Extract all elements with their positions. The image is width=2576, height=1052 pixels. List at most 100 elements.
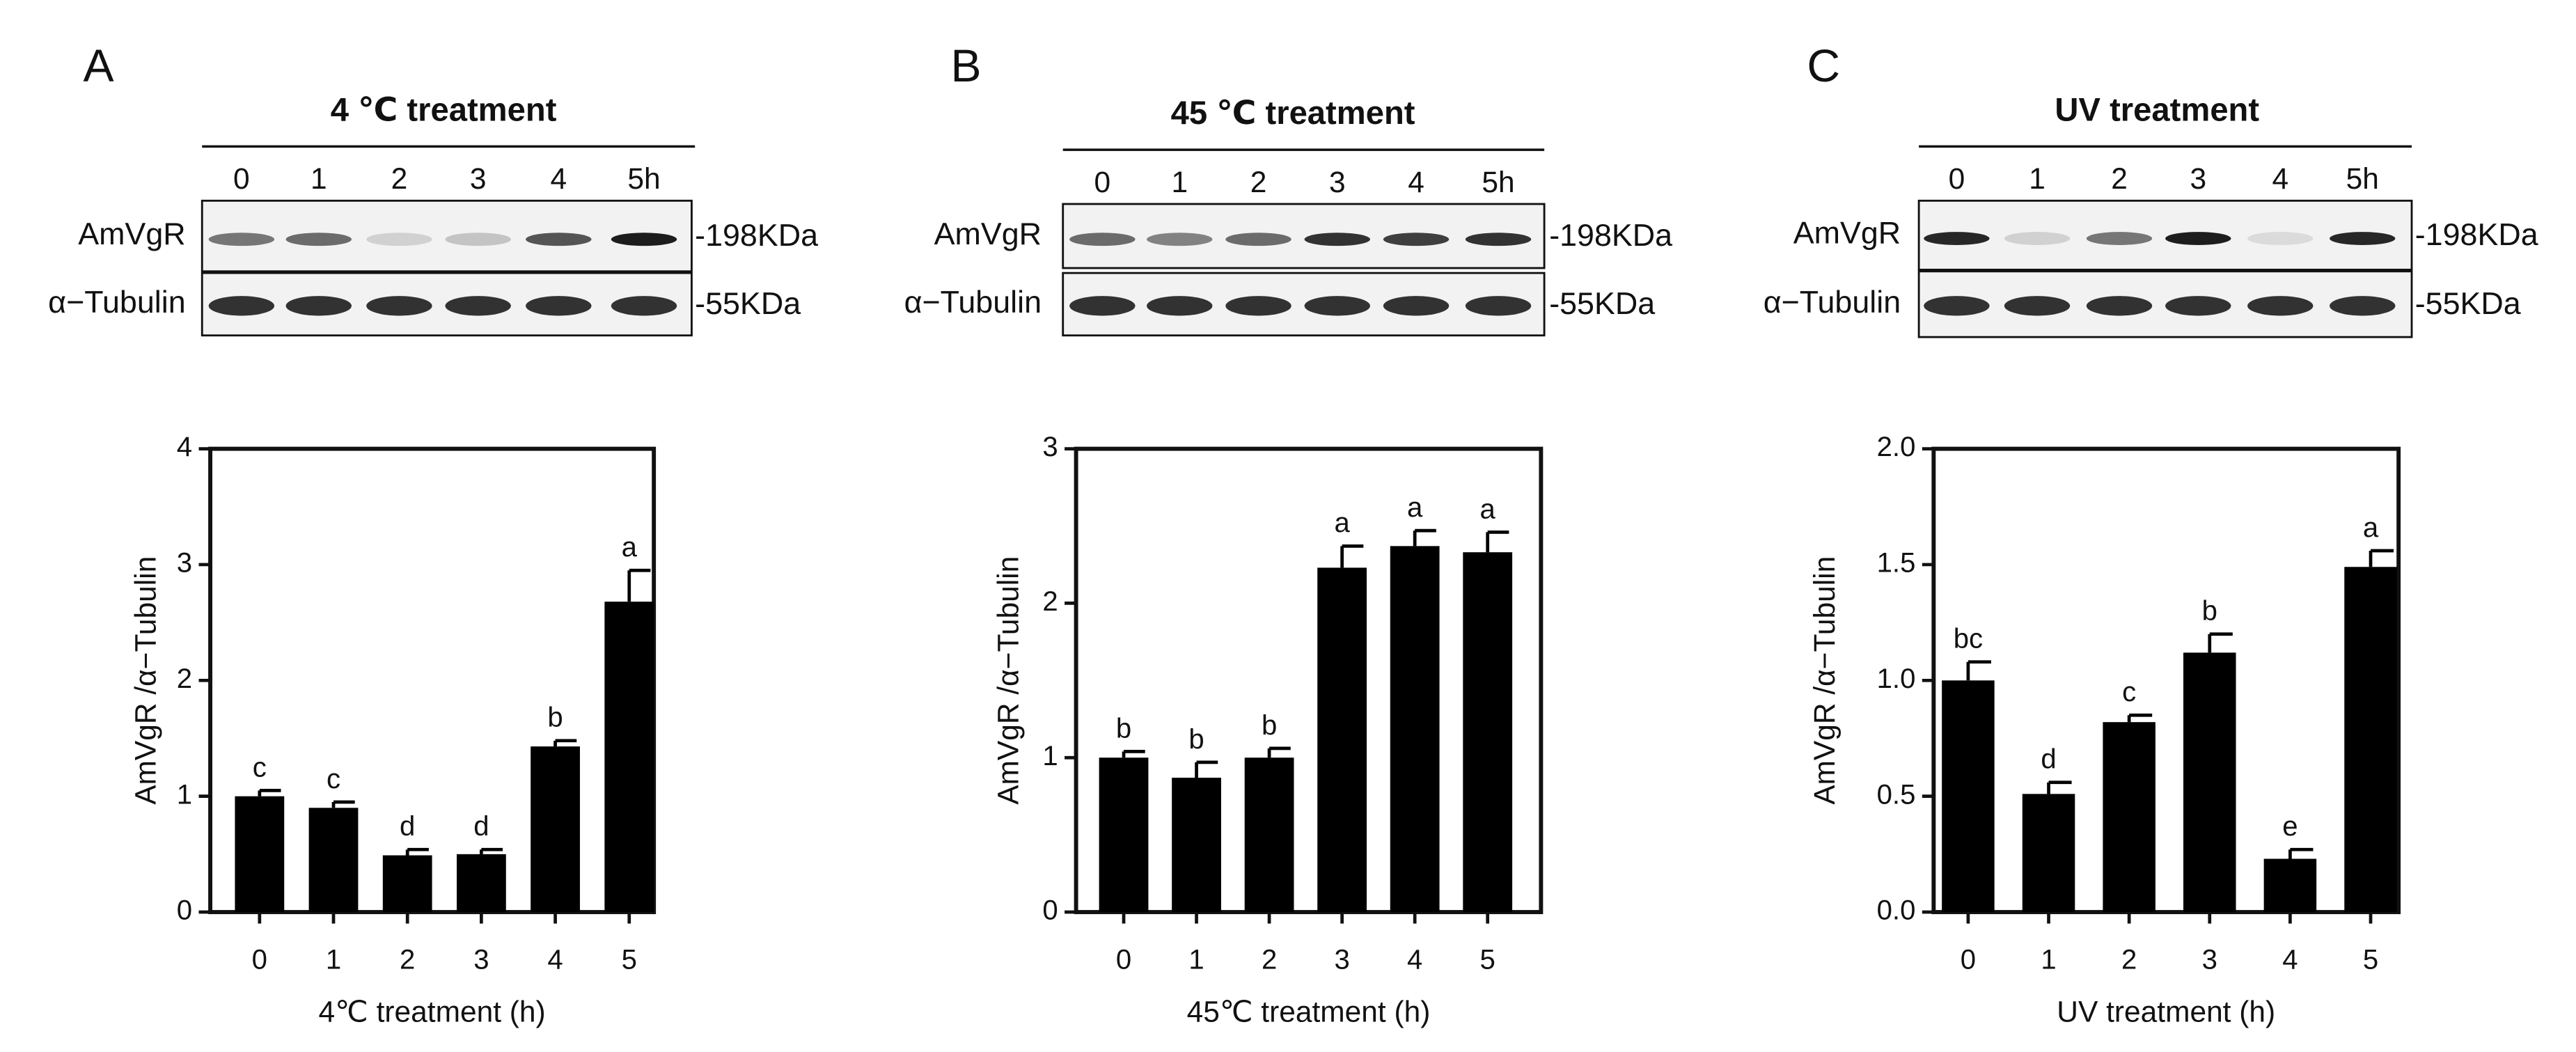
y-tick-label: 1.5 — [1877, 548, 1916, 579]
lane-label: 1 — [311, 162, 327, 195]
y-axis-label: AmVgR /α−Tubulin — [129, 556, 162, 805]
significance-letter: d — [473, 811, 489, 842]
x-tick-label: 4 — [1407, 944, 1422, 975]
blot-box — [1062, 272, 1546, 337]
x-tick-label: 0 — [1116, 944, 1131, 975]
plot-frame — [1074, 446, 1544, 914]
blot-band — [2330, 232, 2396, 245]
blot-band — [208, 233, 275, 246]
blot-band — [611, 233, 677, 246]
blot-row-label: α−Tubulin — [1764, 284, 1901, 320]
plot-frame — [1931, 446, 2401, 914]
lane-label: 2 — [2111, 162, 2128, 195]
error-bar — [258, 788, 281, 796]
error-bar — [480, 847, 503, 854]
blot-band — [1069, 296, 1136, 316]
blot-band — [1465, 296, 1532, 316]
error-bar — [1413, 528, 1436, 547]
lane-label: 2 — [1250, 166, 1267, 198]
bar — [1942, 680, 1995, 913]
bar — [531, 746, 580, 913]
y-tick-label: 0.0 — [1877, 895, 1916, 926]
lane-label: 4 — [2272, 162, 2288, 195]
blot-size-label: -198KDa — [695, 217, 818, 253]
error-bar — [2127, 713, 2153, 723]
blot-band — [611, 296, 677, 316]
blot-band — [285, 296, 352, 316]
y-tick-label: 2 — [177, 664, 192, 694]
x-tick-label: 5 — [2363, 944, 2378, 975]
significance-letter: a — [1407, 492, 1423, 523]
blot-title: 4 ℃ treatment — [331, 91, 557, 128]
blot-band — [2247, 296, 2314, 316]
y-axis-label: AmVgR /α−Tubulin — [991, 556, 1024, 805]
blot-band — [1147, 296, 1213, 316]
x-tick-label: 2 — [2121, 944, 2137, 975]
x-tick-label: 1 — [326, 944, 341, 975]
significance-letter: e — [2282, 811, 2298, 842]
significance-letter: a — [1334, 508, 1350, 538]
y-tick-label: 1.0 — [1877, 664, 1916, 694]
significance-letter: c — [253, 752, 267, 783]
significance-letter: d — [2041, 744, 2056, 775]
y-tick-label: 1 — [177, 779, 192, 810]
bar — [456, 854, 506, 913]
blot-band — [1383, 296, 1450, 316]
blot-band — [1924, 296, 1990, 316]
blot-band — [2086, 296, 2153, 316]
x-tick-label: 2 — [1262, 944, 1277, 975]
y-tick-label: 3 — [177, 548, 192, 579]
lane-label: 1 — [2029, 162, 2045, 195]
blot-band — [2330, 296, 2396, 316]
x-tick-label: 4 — [547, 944, 563, 975]
error-bar — [2288, 847, 2314, 859]
blot-band — [2165, 232, 2231, 245]
error-bar — [2047, 780, 2072, 794]
blot-band — [2004, 296, 2071, 316]
y-tick-label: 0.5 — [1877, 779, 1916, 810]
blot-box — [201, 199, 693, 273]
x-tick-label: 5 — [622, 944, 637, 975]
x-tick-label: 0 — [252, 944, 267, 975]
x-tick-label: 1 — [2041, 944, 2056, 975]
blot-band — [1147, 233, 1213, 246]
x-tick-label: 3 — [1334, 944, 1349, 975]
blot-band — [1304, 296, 1370, 316]
blot-band — [445, 233, 511, 246]
significance-letter: a — [2363, 512, 2379, 543]
blot-title: 45 ℃ treatment — [1171, 95, 1415, 132]
blot-band — [1304, 233, 1370, 246]
bar — [2263, 858, 2317, 913]
significance-letter: b — [1262, 710, 1277, 741]
blot-band — [2086, 232, 2153, 245]
bar — [1317, 567, 1367, 913]
x-axis-label: 45℃ treatment (h) — [1187, 996, 1431, 1028]
significance-letter: a — [1480, 494, 1496, 524]
panel-letter: A — [84, 40, 114, 92]
y-tick-label: 3 — [1042, 432, 1058, 462]
blot-box — [1062, 203, 1546, 269]
blot-box — [1917, 270, 2413, 338]
panel-letter: C — [1807, 40, 1840, 92]
bar — [604, 602, 654, 913]
significance-letter: b — [2202, 596, 2217, 627]
lane-label: 0 — [1094, 166, 1111, 198]
error-bar — [1486, 531, 1509, 553]
blot-band — [1383, 233, 1450, 246]
x-tick-label: 4 — [2282, 944, 2298, 975]
y-tick-label: 0 — [1042, 895, 1058, 926]
blot-box — [1917, 199, 2413, 271]
lane-label: 3 — [1329, 166, 1346, 198]
bar — [2183, 652, 2236, 913]
blot-size-label: -55KDa — [2415, 285, 2521, 321]
lane-label: 2 — [391, 162, 408, 195]
blot-band — [1225, 296, 1291, 316]
blot-band — [526, 233, 592, 246]
lane-label: 0 — [1949, 162, 1965, 195]
x-tick-label: 3 — [473, 944, 489, 975]
lane-label: 5h — [2346, 162, 2379, 195]
y-tick-label: 0 — [177, 895, 192, 926]
lane-label: 4 — [550, 162, 567, 195]
blot-band — [2247, 232, 2314, 245]
